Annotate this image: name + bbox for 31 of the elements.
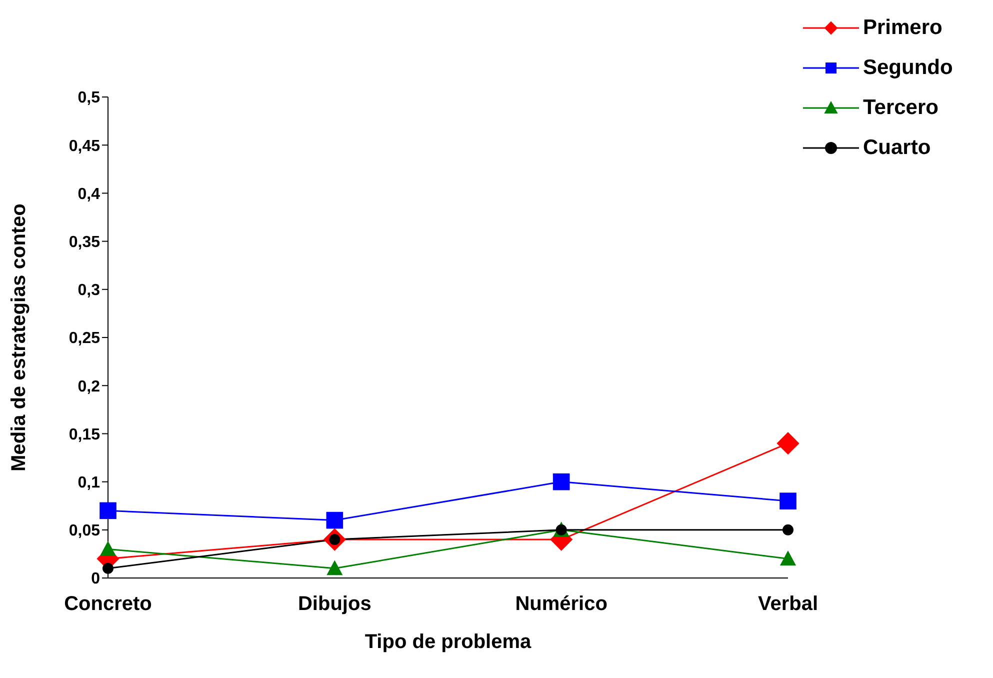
point	[776, 432, 800, 454]
point	[102, 562, 114, 574]
y-tick-label: 0,2	[78, 378, 100, 396]
y-axis-title: Media de estrategias conteo	[8, 204, 30, 472]
x-tick-label: Verbal	[758, 593, 818, 616]
y-tick-label: 0,1	[78, 474, 100, 492]
y-tick-label: 0,05	[68, 522, 100, 540]
x-axis-title: Tipo de problema	[364, 631, 532, 653]
y-tick-label: 0,25	[68, 330, 100, 348]
legend-label: Cuarto	[863, 136, 931, 160]
legend-label: Tercero	[863, 96, 938, 120]
point	[326, 512, 344, 529]
point	[100, 541, 116, 556]
x-tick-label: Concreto	[64, 593, 152, 616]
y-tick-label: 0,3	[78, 282, 100, 300]
point	[326, 560, 342, 576]
x-tick-label: Dibujos	[298, 593, 372, 616]
y-tick-label: 0,45	[68, 138, 100, 155]
point	[782, 524, 794, 536]
y-tick-label: 0,4	[78, 186, 100, 203]
legend-label: Primero	[863, 16, 942, 40]
y-tick-label: 0,35	[68, 234, 100, 251]
point	[780, 492, 796, 510]
legend-label: Segundo	[863, 56, 953, 80]
y-tick-label: 0,15	[68, 426, 100, 444]
point	[100, 502, 116, 520]
point	[780, 551, 796, 566]
y-tick-label: 0	[91, 570, 100, 588]
point	[552, 473, 570, 490]
x-tick-label: Numérico	[515, 593, 608, 616]
y-tick-label: 0,5	[78, 90, 100, 107]
